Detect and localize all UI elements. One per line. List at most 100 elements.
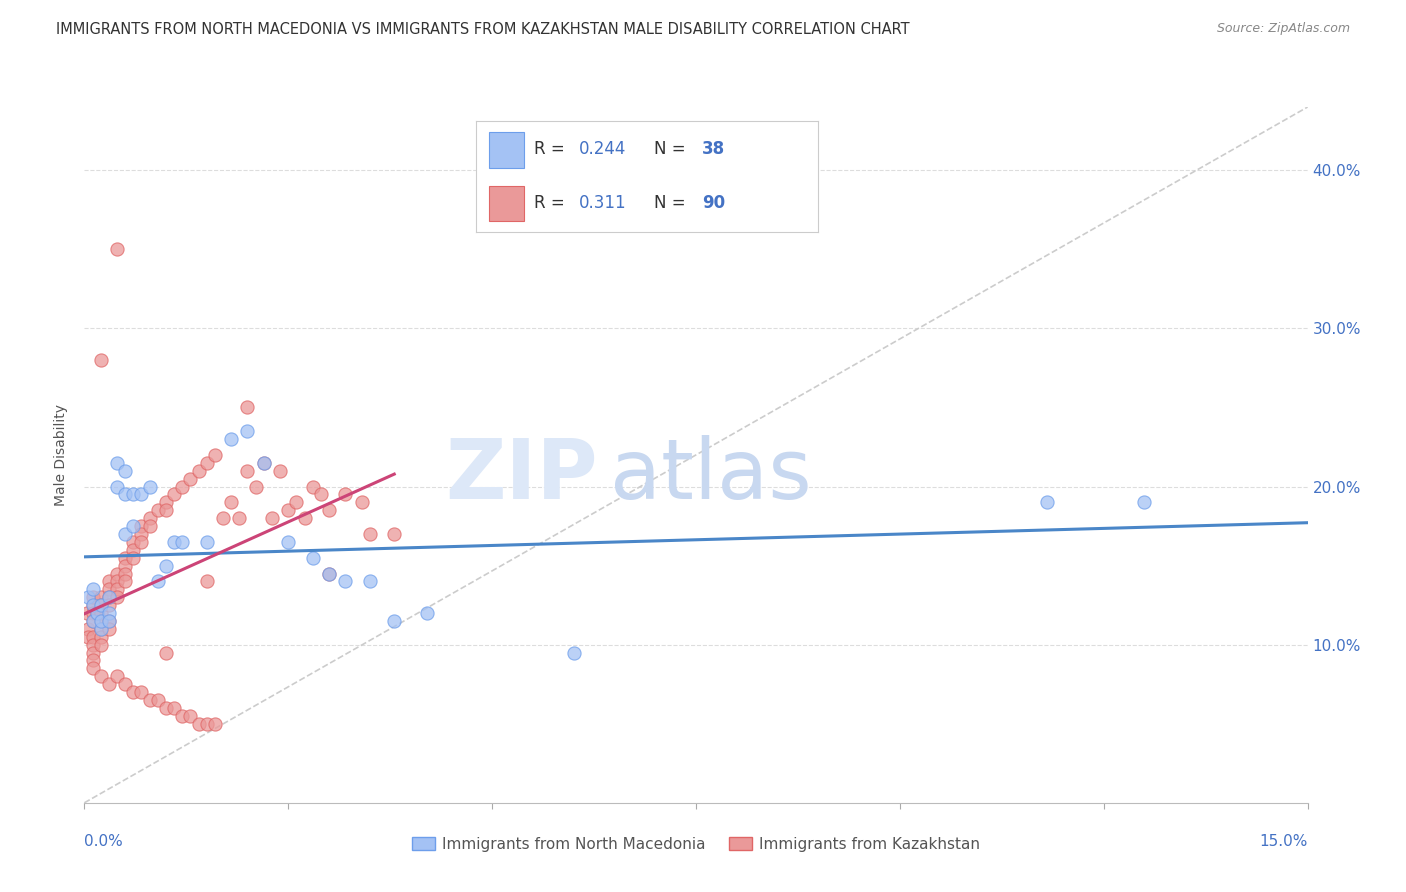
Point (335, 574, 357, 589)
Point (285, 495, 308, 509)
Point (77, 622, 100, 636)
Point (97, 606, 120, 620)
Point (90, 598, 112, 612)
Point (82, 638, 104, 652)
Point (82, 606, 104, 620)
Point (138, 479, 160, 493)
Point (318, 503, 340, 517)
Point (131, 527, 153, 541)
Point (309, 487, 332, 501)
Point (77, 630, 100, 644)
Y-axis label: Male Disability: Male Disability (55, 404, 69, 506)
Point (318, 566, 340, 581)
Point (90, 669, 112, 683)
Point (245, 479, 267, 493)
Point (228, 511, 250, 525)
Point (97, 622, 120, 636)
Point (114, 487, 136, 501)
Point (253, 456, 276, 470)
Point (114, 566, 136, 581)
Point (236, 401, 259, 415)
Point (82, 598, 104, 612)
Point (318, 566, 340, 581)
Point (212, 511, 235, 525)
Point (90, 353, 112, 368)
Point (82, 582, 104, 597)
Point (172, 479, 194, 493)
Point (90, 591, 112, 605)
Point (179, 708, 201, 723)
Point (195, 716, 218, 731)
Point (195, 456, 218, 470)
Point (416, 606, 439, 620)
Point (122, 519, 145, 533)
Point (105, 566, 128, 581)
Point (163, 534, 186, 549)
Point (82, 661, 104, 675)
Point (82, 614, 104, 628)
Point (90, 622, 112, 636)
Point (301, 479, 323, 493)
Point (204, 448, 226, 462)
Point (236, 424, 259, 438)
Point (97, 614, 120, 628)
Point (155, 558, 177, 573)
Point (187, 464, 209, 478)
Point (277, 503, 299, 517)
Point (146, 693, 169, 707)
Point (90, 614, 112, 628)
Point (97, 598, 120, 612)
Point (86, 606, 108, 620)
Point (163, 487, 186, 501)
Point (382, 527, 405, 541)
Point (114, 558, 136, 573)
Point (163, 701, 186, 715)
Point (114, 677, 136, 691)
Point (155, 701, 177, 715)
Point (138, 693, 160, 707)
Point (86, 606, 108, 620)
Point (359, 527, 381, 541)
Point (155, 495, 177, 509)
Text: 0.0%: 0.0% (84, 834, 124, 849)
Point (277, 534, 299, 549)
Point (122, 534, 145, 549)
Point (236, 464, 259, 478)
Point (90, 630, 112, 644)
Point (359, 574, 381, 589)
Point (97, 574, 120, 589)
Point (301, 550, 323, 565)
Point (131, 487, 153, 501)
Point (155, 646, 177, 660)
Text: ZIP: ZIP (446, 435, 598, 516)
Point (138, 511, 160, 525)
Point (179, 472, 201, 486)
Point (131, 519, 153, 533)
Text: atlas: atlas (610, 435, 813, 516)
Point (122, 685, 145, 699)
Point (105, 669, 128, 683)
Point (219, 495, 242, 509)
Point (204, 716, 226, 731)
Point (105, 479, 128, 493)
Point (105, 591, 128, 605)
Point (90, 598, 112, 612)
Point (82, 646, 104, 660)
Point (105, 243, 128, 257)
Point (97, 677, 120, 691)
Point (105, 456, 128, 470)
Point (76, 606, 98, 620)
Point (90, 614, 112, 628)
Point (146, 574, 169, 589)
Point (219, 432, 242, 446)
Legend: Immigrants from North Macedonia, Immigrants from Kazakhstan: Immigrants from North Macedonia, Immigra… (405, 830, 987, 858)
Point (131, 685, 153, 699)
Point (90, 606, 112, 620)
Point (294, 511, 316, 525)
Point (172, 708, 194, 723)
Point (82, 591, 104, 605)
Point (122, 550, 145, 565)
Point (269, 464, 291, 478)
Text: IMMIGRANTS FROM NORTH MACEDONIA VS IMMIGRANTS FROM KAZAKHSTAN MALE DISABILITY CO: IMMIGRANTS FROM NORTH MACEDONIA VS IMMIG… (56, 22, 910, 37)
Point (253, 456, 276, 470)
